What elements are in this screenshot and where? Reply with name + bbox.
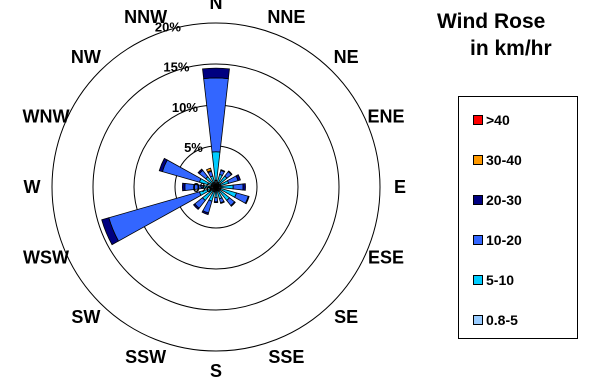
legend-swatch: [473, 195, 483, 205]
legend-label: 0.8-5: [486, 312, 518, 328]
wedge-n-20-30: [202, 67, 230, 80]
wedge-se-20-30: [230, 201, 236, 207]
legend-item: 0.8-5: [473, 312, 518, 328]
legend-item: 30-40: [473, 152, 522, 168]
direction-label-s: S: [210, 361, 222, 381]
legend-item: >40: [473, 112, 510, 128]
wind-bars: [101, 67, 250, 246]
legend-swatch: [473, 235, 483, 245]
direction-label-ne: NE: [334, 47, 359, 67]
wedge-w-20-30: [181, 182, 186, 192]
wedge-nw-20-30: [197, 168, 204, 175]
direction-label-ene: ENE: [367, 107, 404, 127]
direction-label-w: W: [24, 177, 41, 197]
wedge-nnw-30-40: [205, 167, 212, 173]
direction-label-se: SE: [334, 307, 358, 327]
wedge-ssw-20-30: [201, 210, 210, 216]
grid-ring: [92, 63, 340, 311]
wedge-ese-20-30: [244, 195, 250, 205]
direction-label-ese: ESE: [368, 247, 404, 267]
legend-label: 5-10: [486, 272, 515, 288]
wedge-s-10-20: [213, 197, 219, 203]
wedge-wnw-20-30: [158, 157, 168, 173]
radial-tick-label: 20%: [155, 20, 181, 35]
legend-swatch: [473, 155, 483, 165]
radial-tick-label: 10%: [172, 100, 198, 115]
wedge-s-5-10: [214, 190, 218, 199]
wedge-ne-20-30: [227, 170, 233, 176]
direction-label-e: E: [394, 177, 406, 197]
direction-label-nne: NNE: [267, 7, 305, 27]
legend-label: 30-40: [486, 152, 522, 168]
wedge-sw-20-30: [192, 203, 200, 211]
direction-label-n: N: [210, 0, 223, 13]
direction-label-sw: SW: [71, 307, 100, 327]
wedge-s-20-30: [213, 201, 219, 203]
wedge-nne-20-30: [220, 169, 226, 173]
wedge-wsw-20-30: [101, 217, 120, 246]
wedge-ene-20-30: [235, 174, 241, 182]
radial-tick-label: 0%: [193, 180, 212, 195]
wedge-e-20-30: [242, 183, 246, 191]
wedge-sse-20-30: [220, 200, 225, 205]
radial-tick-labels: 0% 5% 10% 15% 20%: [155, 20, 212, 195]
legend-label: 20-30: [486, 192, 522, 208]
legend-item: 5-10: [473, 272, 514, 288]
wedge-wnw-10-20: [161, 159, 202, 183]
direction-label-nw: NW: [71, 47, 101, 67]
radial-tick-label: 15%: [163, 60, 189, 75]
legend-swatch: [473, 275, 483, 285]
legend-swatch: [473, 115, 483, 125]
direction-label-wnw: WNW: [23, 107, 70, 127]
chart-title-line-1: Wind Rose: [437, 10, 546, 33]
direction-label-sse: SSE: [268, 347, 304, 367]
legend-label: >40: [486, 112, 510, 128]
legend-item: 10-20: [473, 232, 522, 248]
grid-ring: [51, 22, 381, 352]
direction-label-nnw: NNW: [124, 7, 167, 27]
wedge-n-10-20: [203, 77, 229, 153]
direction-label-ssw: SSW: [125, 347, 166, 367]
wedge-e-10-20: [232, 183, 244, 191]
legend: >40 30-40 20-30 10-20 5-10 0.8-5: [458, 96, 578, 339]
legend-label: 10-20: [486, 232, 522, 248]
legend-swatch: [473, 315, 483, 325]
direction-label-wsw: WSW: [23, 247, 69, 267]
legend-item: 20-30: [473, 192, 522, 208]
radial-tick-label: 5%: [184, 140, 203, 155]
wedge-e-5-10: [220, 184, 234, 190]
direction-labels: N NNE NE ENE E ESE SE SSE S SSW SW WSW W WNW NW NNW: [23, 0, 406, 381]
chart-title-line-2: in km/hr: [470, 37, 552, 60]
